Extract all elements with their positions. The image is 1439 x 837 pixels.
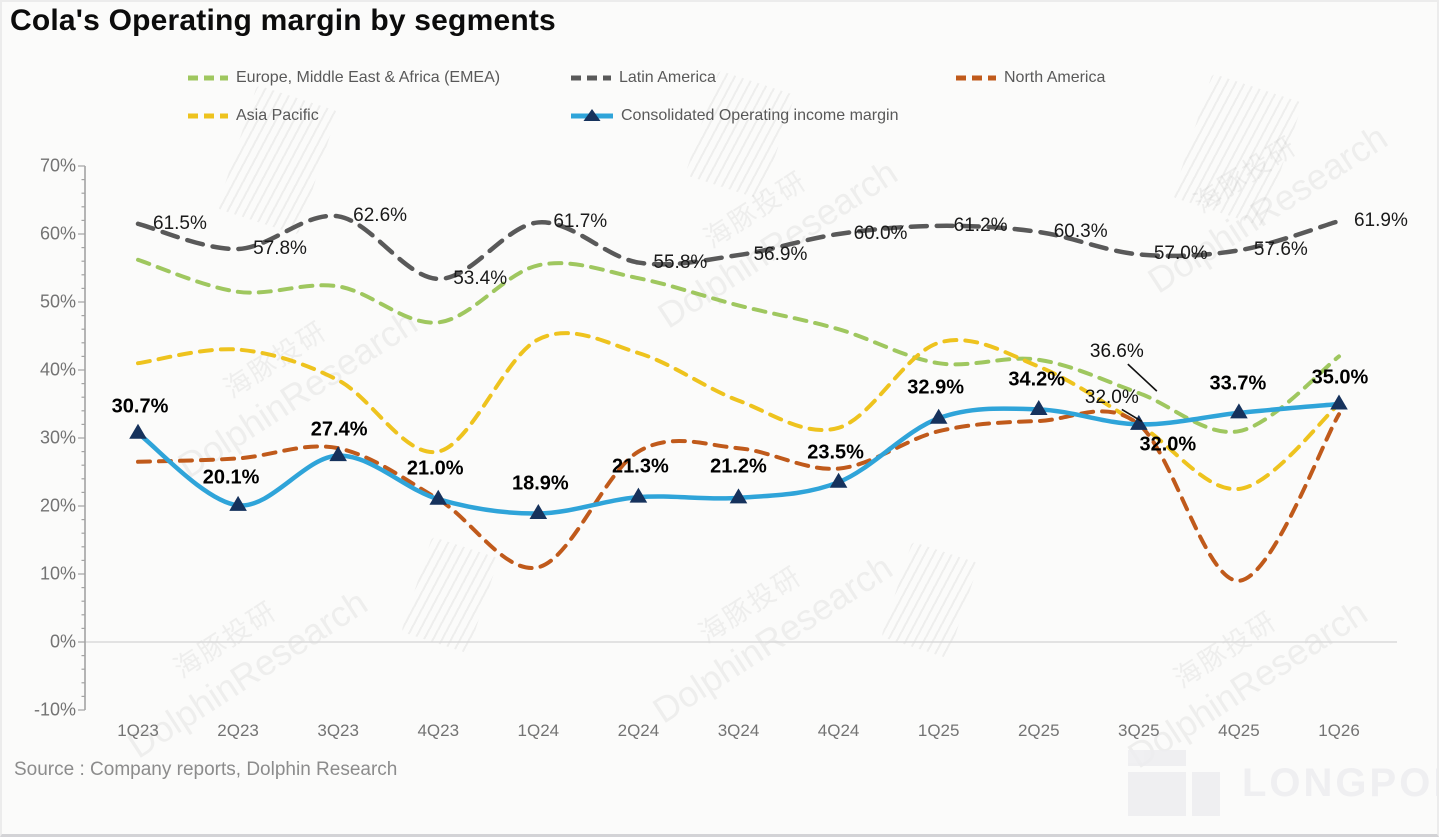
y-axis-label: -10% xyxy=(33,699,76,720)
legend-label: Latin America xyxy=(619,69,716,86)
triangle-marker xyxy=(629,487,648,503)
y-axis-label: 30% xyxy=(39,427,76,448)
triangle-marker xyxy=(129,423,147,439)
x-axis-label: 4Q24 xyxy=(817,721,860,740)
triangle-marker xyxy=(1330,394,1348,410)
annotation-leader-line xyxy=(1121,408,1143,423)
x-axis-label: 2Q23 xyxy=(217,721,259,740)
legend-label: Asia Pacific xyxy=(236,107,319,124)
legend-label: Consolidated Operating income margin xyxy=(621,107,899,124)
north-america-dash-icon xyxy=(954,73,998,83)
triangle-marker xyxy=(729,488,748,504)
y-axis-label: 60% xyxy=(39,223,76,244)
x-axis-label: 3Q23 xyxy=(317,721,359,740)
y-axis-label: 0% xyxy=(49,631,76,652)
latin-america-dash-icon xyxy=(569,73,613,83)
x-axis-label: 1Q24 xyxy=(517,721,560,740)
x-axis-label: 3Q25 xyxy=(1118,721,1160,740)
x-axis-label: 4Q25 xyxy=(1218,721,1260,740)
y-axis-label: 10% xyxy=(39,563,76,584)
triangle-marker xyxy=(429,489,448,505)
longport-logo: LONGPORT xyxy=(1128,750,1439,816)
triangle-marker xyxy=(529,503,548,519)
legend-item-emea: Europe, Middle East & Africa (EMEA) xyxy=(186,67,500,89)
longport-mark-icon xyxy=(1128,750,1220,816)
source-text: Source : Company reports, Dolphin Resear… xyxy=(14,759,398,780)
y-axis-label: 40% xyxy=(39,359,76,380)
series-line-3 xyxy=(136,331,1341,492)
y-axis-label: 70% xyxy=(39,155,76,176)
triangle-marker xyxy=(1029,399,1048,415)
chart-title: Cola's Operating margin by segments xyxy=(10,4,556,37)
consolidated-line-triangle-icon xyxy=(569,108,615,124)
x-axis-label: 4Q23 xyxy=(417,721,460,740)
y-axis-label: 20% xyxy=(39,495,76,516)
asia-pacific-dash-icon xyxy=(186,111,230,121)
triangle-marker xyxy=(1130,414,1148,430)
triangle-marker xyxy=(1230,403,1248,419)
x-axis-label: 1Q25 xyxy=(917,721,960,740)
legend-item-north-america: North America xyxy=(954,67,1105,89)
x-axis-label: 3Q24 xyxy=(717,721,760,740)
y-axis-label: 50% xyxy=(39,291,76,312)
legend-item-consolidated: Consolidated Operating income margin xyxy=(569,105,898,127)
legend-item-asia-pacific: Asia Pacific xyxy=(186,105,319,127)
x-axis-label: 2Q24 xyxy=(617,721,660,740)
triangle-marker xyxy=(329,446,347,462)
series-line-1 xyxy=(135,213,1342,282)
triangle-marker xyxy=(829,472,848,488)
series-line-0 xyxy=(136,257,1341,434)
annotation-leader-line xyxy=(1127,363,1158,392)
triangle-marker xyxy=(229,495,247,511)
legend-item-latin-america: Latin America xyxy=(569,67,716,89)
legend-label: North America xyxy=(1004,69,1106,86)
longport-wordmark: LONGPORT xyxy=(1242,760,1439,805)
x-axis-label: 2Q25 xyxy=(1017,721,1060,740)
x-axis-label: 1Q26 xyxy=(1318,721,1360,740)
triangle-marker xyxy=(929,408,948,424)
legend-label: Europe, Middle East & Africa (EMEA) xyxy=(236,69,501,86)
emea-dash-icon xyxy=(186,73,230,83)
x-axis-label: 1Q23 xyxy=(117,721,159,740)
series-line-2 xyxy=(136,409,1341,583)
